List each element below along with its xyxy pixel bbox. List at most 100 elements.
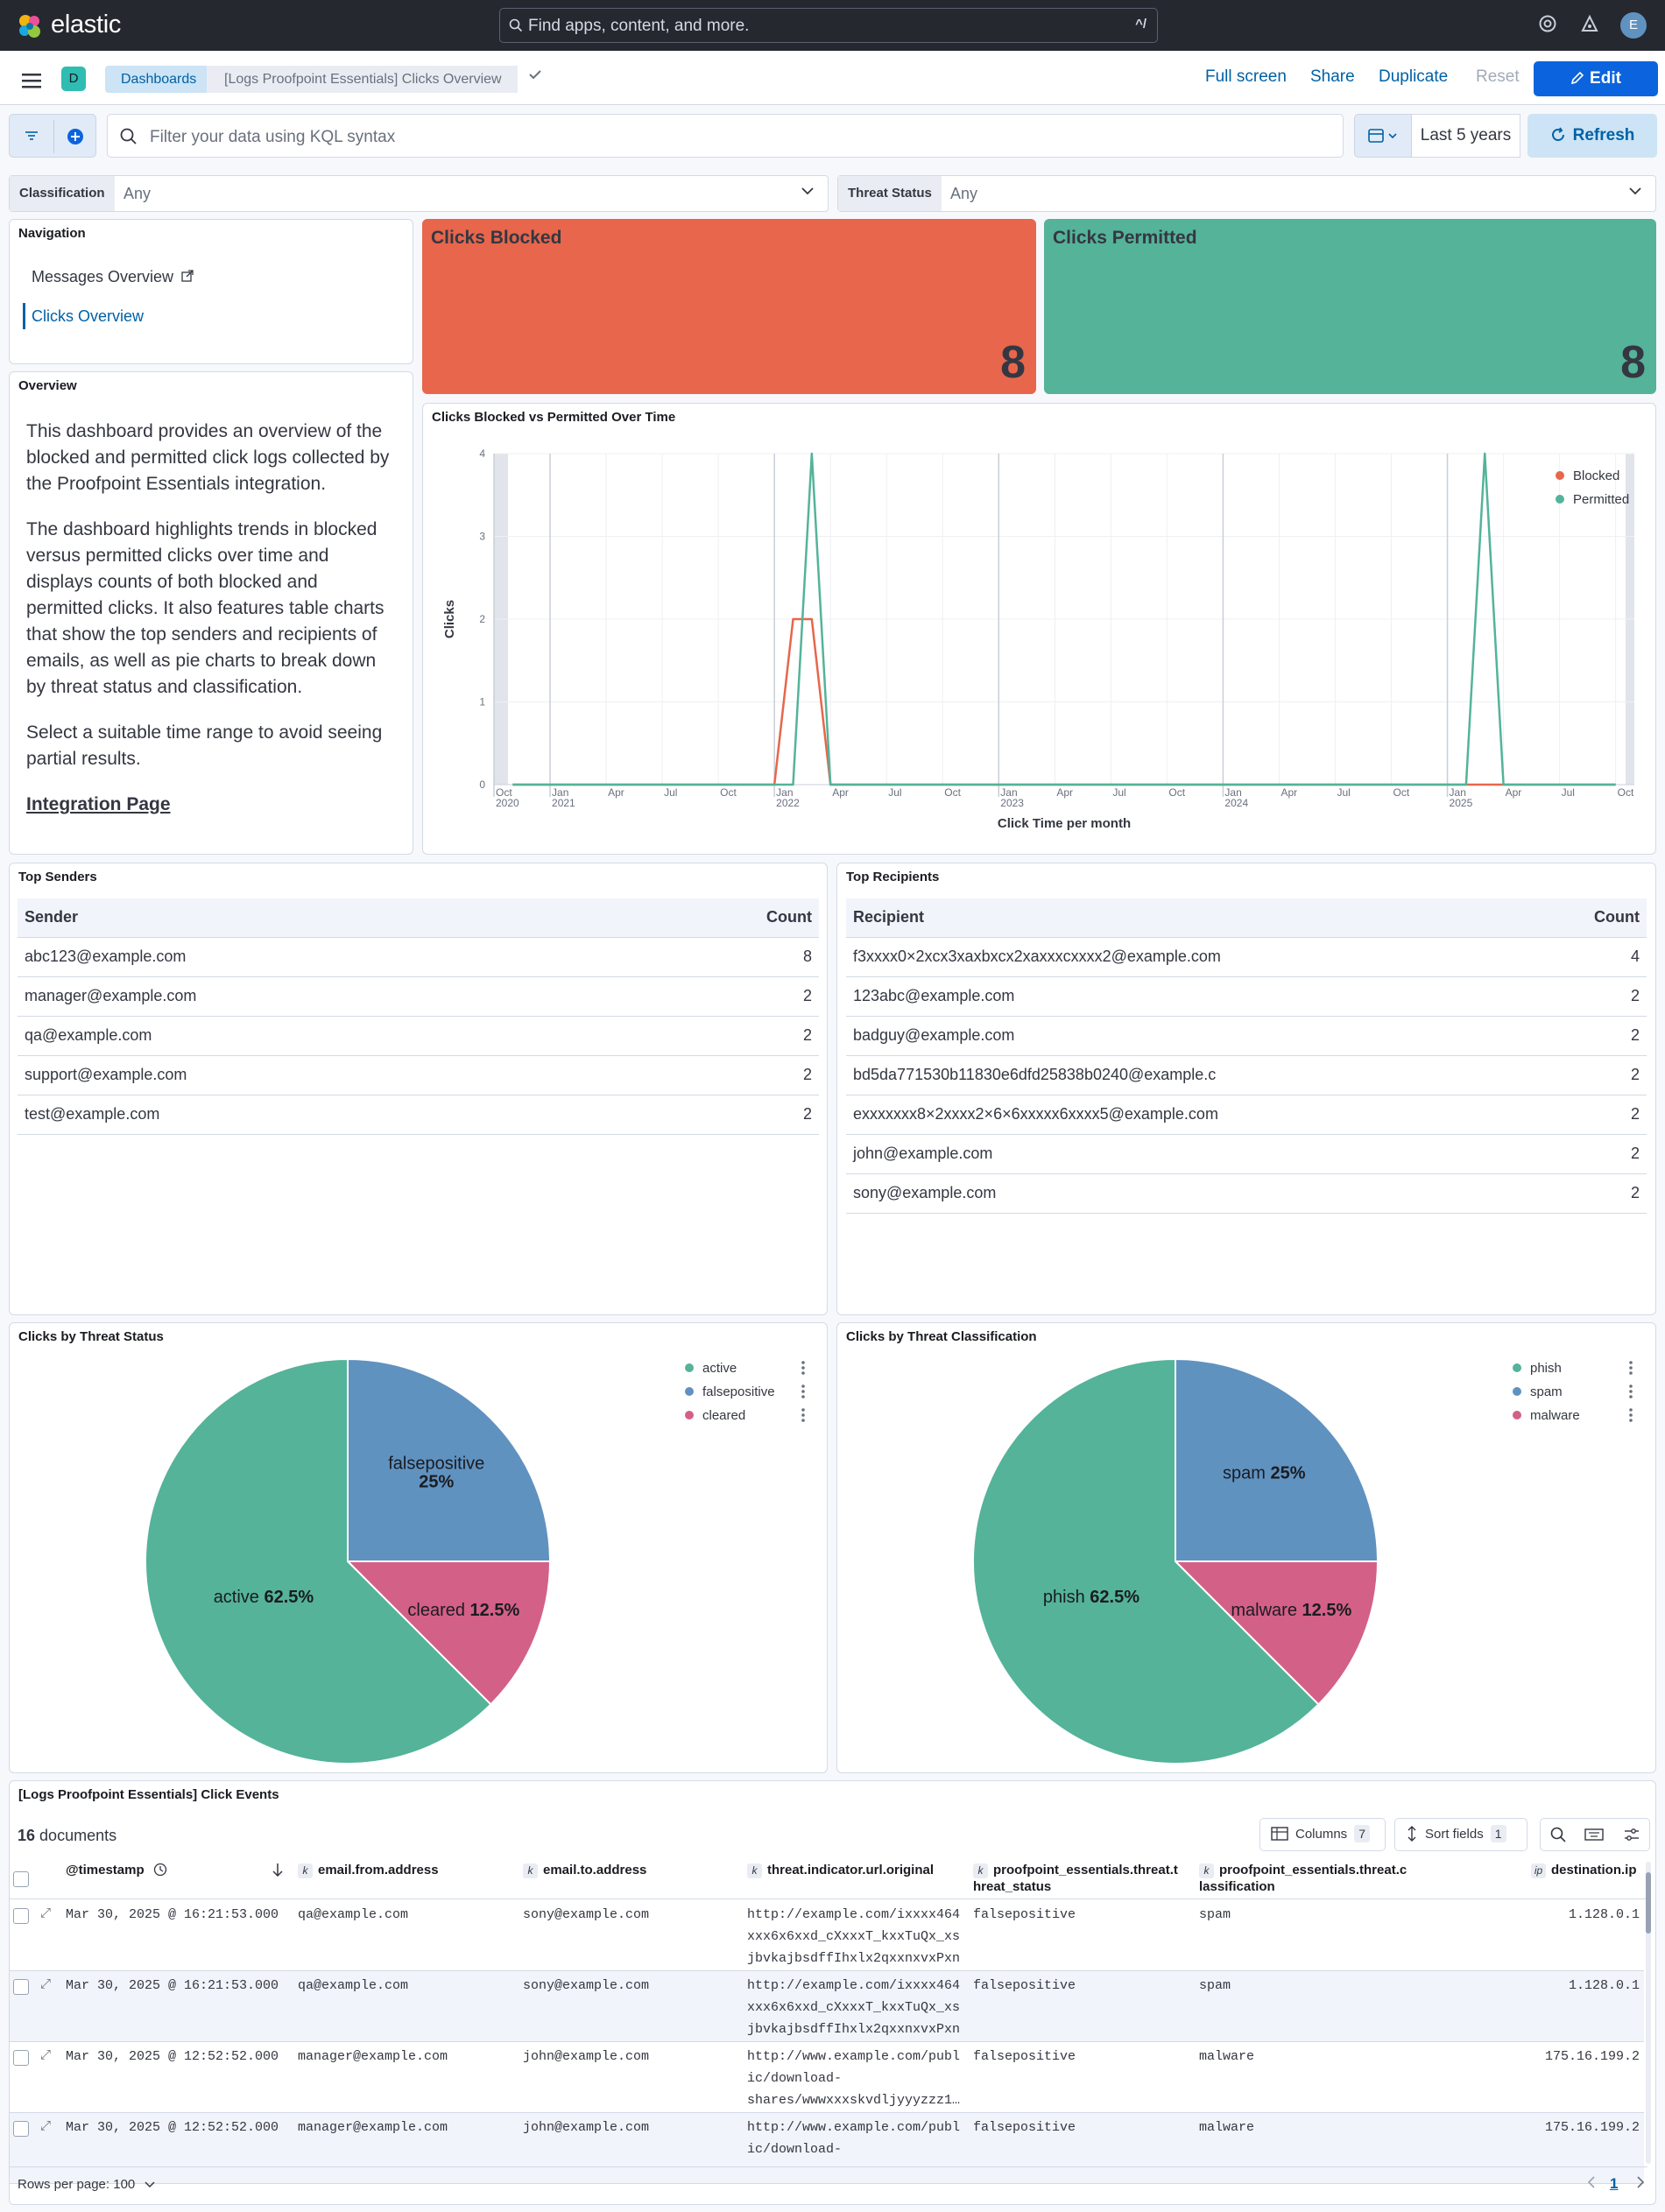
pie-slice-cleared[interactable] (345, 1560, 552, 1706)
legend-actions-icon[interactable] (801, 1384, 805, 1398)
global-search-input[interactable]: Find apps, content, and more. ^/ (499, 8, 1158, 43)
x-tick-label: Jul (888, 786, 901, 799)
full-screen-button[interactable]: Full screen (1205, 67, 1287, 86)
cell-url-line: http://example.com/ixxxx464 (747, 1978, 961, 1993)
cell-threat-status: falsepositive (973, 2120, 1076, 2135)
pie-slice-phish[interactable] (972, 1357, 1320, 1765)
help-icon[interactable] (1538, 14, 1557, 39)
expand-row-icon[interactable]: ⤢ (40, 1906, 52, 1920)
classification-control[interactable]: Classification Any (9, 175, 829, 212)
user-avatar[interactable]: E (1620, 12, 1647, 39)
row-checkbox[interactable] (13, 2050, 29, 2066)
edit-button[interactable]: Edit (1534, 61, 1658, 96)
threat-status-control[interactable]: Threat Status Any (837, 175, 1656, 212)
reset-button[interactable]: Reset (1476, 67, 1520, 86)
columns-button[interactable]: Columns 7 (1259, 1818, 1386, 1851)
row-checkbox[interactable] (13, 2121, 29, 2137)
table-cell-address: qa@example.com (18, 1016, 625, 1056)
row-checkbox[interactable] (13, 1908, 29, 1924)
chart-title: Clicks by Threat Classification (846, 1329, 1037, 1344)
page-number[interactable]: 1 (1610, 2175, 1619, 2192)
next-page-icon[interactable] (1634, 2174, 1647, 2195)
hamburger-menu-icon[interactable] (21, 68, 42, 96)
column-header[interactable]: k email.from.address (298, 1862, 515, 1878)
legend-label[interactable]: Blocked (1573, 468, 1619, 483)
share-button[interactable]: Share (1310, 67, 1355, 86)
column-header-timestamp[interactable]: @timestamp (66, 1862, 167, 1878)
column-header[interactable]: Sender (18, 898, 625, 938)
series-line-permitted[interactable] (512, 452, 1616, 786)
legend-label[interactable]: active (702, 1361, 737, 1376)
add-filter-icon[interactable] (66, 127, 85, 151)
chart-title: Clicks Blocked vs Permitted Over Time (432, 410, 676, 425)
rows-per-page-select[interactable]: Rows per page: 100 (18, 2177, 156, 2192)
cell-url-line: ic/download- (747, 2142, 843, 2157)
cell-to-address: sony@example.com (523, 1978, 650, 1993)
kql-query-input[interactable]: Filter your data using KQL syntax (107, 114, 1344, 158)
legend-label[interactable]: phish (1530, 1361, 1562, 1376)
column-header[interactable]: Count (1538, 898, 1647, 938)
keyboard-icon[interactable] (1584, 1828, 1604, 1842)
expand-row-icon[interactable]: ⤢ (40, 2047, 52, 2062)
legend-marker (685, 1411, 694, 1419)
expand-row-icon[interactable]: ⤢ (40, 2118, 52, 2133)
table-row[interactable] (10, 2042, 1644, 2113)
row-checkbox[interactable] (13, 1979, 29, 1995)
legend-actions-icon[interactable] (801, 1408, 805, 1422)
column-header[interactable]: k email.to.address (523, 1862, 740, 1878)
table-row[interactable] (10, 2113, 1644, 2184)
legend-label[interactable]: Permitted (1573, 492, 1629, 507)
column-header[interactable]: Recipient (846, 898, 1539, 938)
duplicate-button[interactable]: Duplicate (1379, 67, 1449, 86)
column-header[interactable]: k threat.indicator.url.original (747, 1862, 964, 1878)
refresh-button[interactable]: Refresh (1527, 114, 1657, 158)
grid-toolbar-group (1540, 1818, 1650, 1851)
pie-slice-label: cleared 12.5% (407, 1601, 519, 1620)
kql-query-placeholder: Filter your data using KQL syntax (150, 128, 396, 146)
x-tick-year: 2024 (1224, 797, 1248, 809)
legend-label[interactable]: falsepositive (702, 1384, 775, 1399)
pie-slice-malware[interactable] (1173, 1560, 1379, 1706)
doc-count-suffix: documents (39, 1827, 117, 1844)
column-header[interactable]: k proofpoint_essentials.threat.c lassific… (1199, 1862, 1416, 1895)
breadcrumb-dashboards[interactable]: Dashboards (105, 66, 213, 93)
legend-actions-icon[interactable] (1629, 1361, 1633, 1375)
news-feed-icon[interactable] (1580, 14, 1599, 39)
date-quick-menu-button[interactable] (1354, 114, 1412, 158)
table-cell-address: f3xxxx0×2xcx3xaxbxcx2xaxxxcxxxx2@example… (846, 937, 1539, 977)
legend-actions-icon[interactable] (1629, 1408, 1633, 1422)
select-all-checkbox[interactable] (13, 1871, 29, 1887)
legend-actions-icon[interactable] (801, 1361, 805, 1375)
table-row[interactable] (10, 1971, 1644, 2042)
legend-actions-icon[interactable] (1629, 1384, 1633, 1398)
sort-descending-icon[interactable] (272, 1863, 284, 1882)
column-header[interactable]: k proofpoint_essentials.threat.t hreat_st… (973, 1862, 1190, 1895)
elastic-logo-icon[interactable] (16, 12, 44, 40)
grid-header-row (10, 1857, 1647, 1899)
grid-scrollbar[interactable] (1646, 1862, 1651, 2164)
previous-page-icon[interactable] (1585, 2174, 1598, 2195)
cell-from-address: manager@example.com (298, 2049, 448, 2064)
column-header[interactable]: Count (624, 898, 819, 938)
expand-row-icon[interactable]: ⤢ (40, 1976, 52, 1991)
brand-name[interactable]: elastic (51, 11, 122, 39)
table-row[interactable] (10, 1900, 1644, 1971)
legend-label[interactable]: cleared (702, 1408, 745, 1423)
check-icon[interactable] (527, 67, 543, 88)
column-header[interactable]: ip destination.ip (1531, 1862, 1645, 1878)
pie-slice-spam[interactable] (1175, 1357, 1379, 1562)
search-icon[interactable] (1549, 1826, 1567, 1843)
nav-link-messages-overview[interactable]: Messages Overview (32, 268, 194, 286)
space-avatar[interactable]: D (61, 67, 86, 91)
legend-label[interactable]: malware (1530, 1408, 1580, 1423)
scrollbar-thumb[interactable] (1646, 1872, 1651, 1934)
filter-options-icon[interactable] (23, 128, 40, 149)
pie-slice-active[interactable] (145, 1357, 492, 1765)
settings-icon[interactable] (1623, 1828, 1640, 1842)
sort-fields-button[interactable]: Sort fields 1 (1394, 1818, 1527, 1851)
nav-link-clicks-overview[interactable]: Clicks Overview (32, 307, 145, 325)
date-range-display[interactable]: Last 5 years (1412, 114, 1520, 158)
legend-label[interactable]: spam (1530, 1384, 1563, 1399)
pie-slice-falsepositive[interactable] (347, 1357, 552, 1562)
integration-page-link[interactable]: Integration Page (26, 794, 171, 814)
